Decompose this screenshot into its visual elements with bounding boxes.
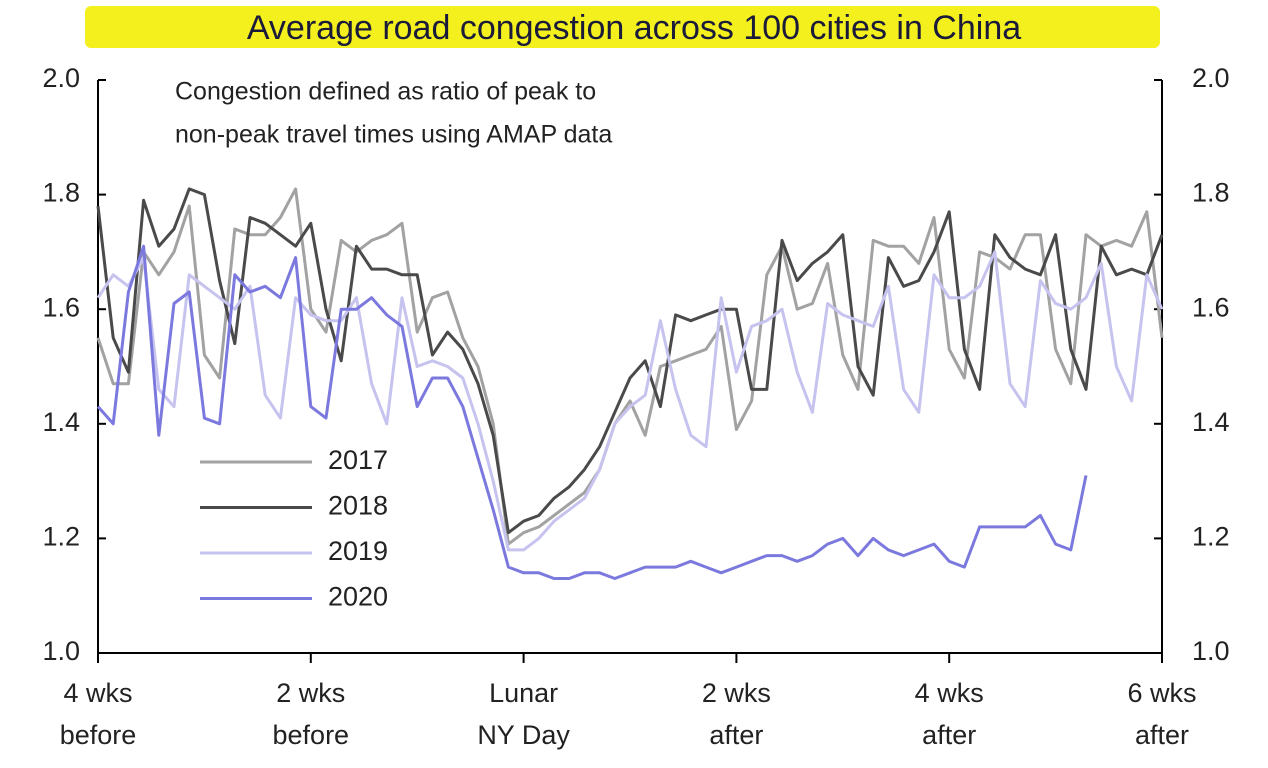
y-tick-label: 2.0 bbox=[42, 63, 80, 93]
y2-tick-label: 1.0 bbox=[1192, 636, 1230, 666]
y2-tick-label: 1.8 bbox=[1192, 178, 1230, 208]
y2-tick-label: 1.4 bbox=[1192, 407, 1230, 437]
y-tick-label: 1.4 bbox=[42, 407, 80, 437]
annotation: Congestion defined as ratio of peak to bbox=[175, 78, 596, 106]
legend-label: 2017 bbox=[328, 445, 388, 475]
legend-label: 2020 bbox=[328, 582, 388, 612]
y-tick-label: 1.6 bbox=[42, 292, 80, 322]
y2-tick-label: 2.0 bbox=[1192, 63, 1230, 93]
series-line bbox=[96, 250, 1164, 552]
x-tick-label: 4 wks before bbox=[60, 678, 137, 750]
x-tick-label: 2 wks before bbox=[273, 678, 350, 750]
legend-label: 2019 bbox=[328, 536, 388, 566]
series-line bbox=[96, 187, 1164, 546]
y2-tick-label: 1.2 bbox=[1192, 522, 1230, 552]
x-tick-label: 4 wks after bbox=[915, 678, 984, 750]
x-tick-label: 6 wks after bbox=[1127, 678, 1196, 750]
y-tick-label: 1.2 bbox=[42, 522, 80, 552]
annotation: non-peak travel times using AMAP data bbox=[175, 121, 612, 149]
x-tick-label: Lunar NY Day bbox=[477, 678, 570, 750]
x-tick-label: 2 wks after bbox=[702, 678, 771, 750]
chart-title: Average road congestion across 100 citie… bbox=[247, 9, 1021, 47]
series-line bbox=[96, 244, 1088, 580]
y-tick-label: 1.0 bbox=[42, 636, 80, 666]
series-line bbox=[96, 187, 1164, 535]
y2-tick-label: 1.6 bbox=[1192, 292, 1230, 322]
title-highlight bbox=[85, 6, 1160, 48]
legend-label: 2018 bbox=[328, 491, 388, 521]
y-tick-label: 1.8 bbox=[42, 178, 80, 208]
